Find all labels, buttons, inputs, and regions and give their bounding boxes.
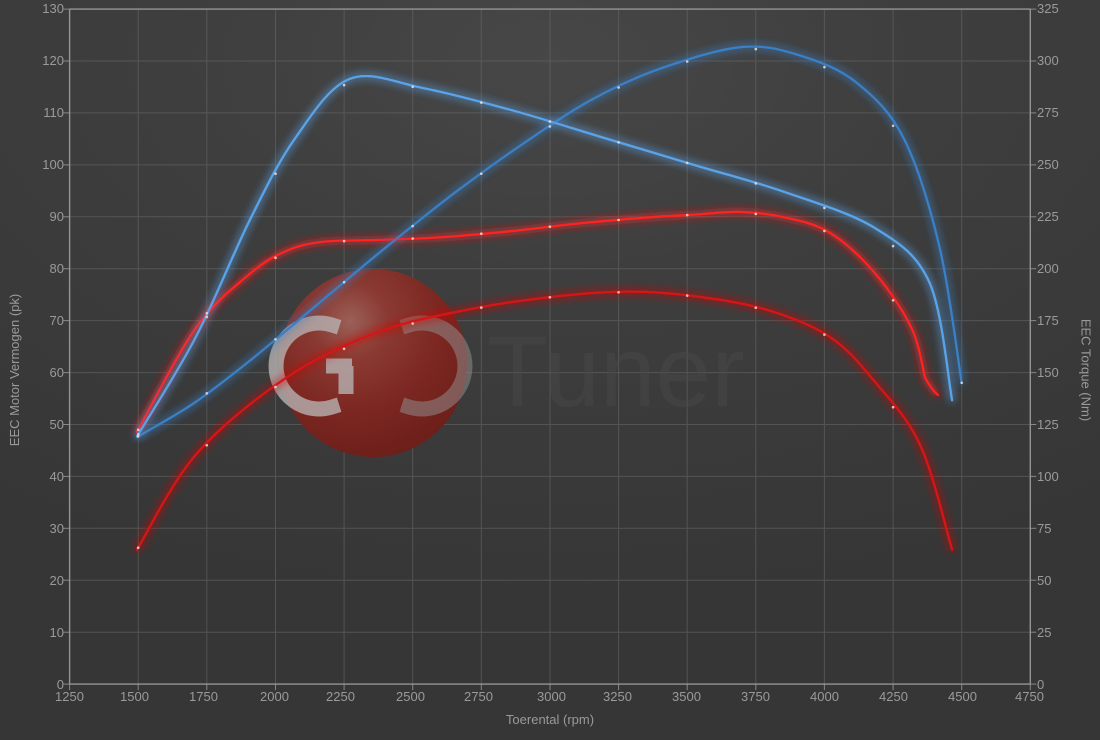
svg-text:Tuner: Tuner — [487, 316, 745, 428]
